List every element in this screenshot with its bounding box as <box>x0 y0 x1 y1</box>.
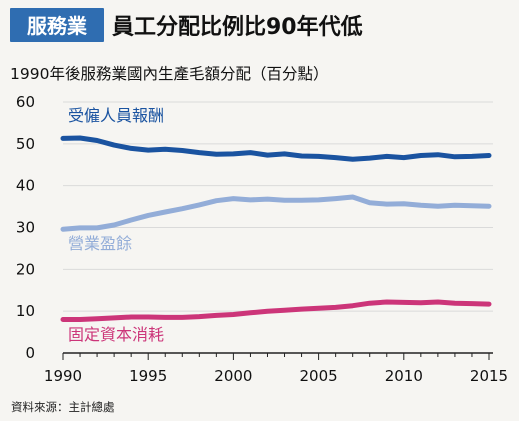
y-tick-label: 30 <box>16 219 35 237</box>
y-tick-label: 10 <box>16 302 35 320</box>
x-tick-label: 1995 <box>129 367 167 385</box>
series-label-2: 營業盈餘 <box>68 234 132 253</box>
y-tick-label: 0 <box>25 344 35 362</box>
chart-subtitle: 1990年後服務業國內生產毛額分配（百分點） <box>10 65 328 83</box>
series-label-3: 固定資本消耗 <box>68 325 164 344</box>
series-line-2 <box>60 194 492 232</box>
series-lines <box>60 135 492 322</box>
x-tick-label: 2000 <box>214 367 252 385</box>
y-tick-label: 20 <box>16 260 35 278</box>
series-label-1: 受僱人員報酬 <box>68 106 164 125</box>
x-tick-label: 2005 <box>300 367 338 385</box>
x-tick-label: 2010 <box>385 367 423 385</box>
badge-label: 服務業 <box>27 14 88 38</box>
source-note: 資料來源：主計總處 <box>11 400 115 414</box>
x-tick-label: 2015 <box>470 367 508 385</box>
series-line-3 <box>60 299 492 322</box>
y-tick-label: 60 <box>16 93 35 111</box>
chart-title: 員工分配比例比90年代低 <box>111 14 363 40</box>
badge-background <box>10 8 104 42</box>
y-tick-label: 40 <box>16 177 35 195</box>
axes: 0 10 20 30 40 50 60 1990 1995 2000 2005 2010 2015 <box>16 93 508 385</box>
x-tick-label: 1990 <box>44 367 82 385</box>
y-tick-label: 50 <box>16 135 35 153</box>
series-line-1 <box>60 135 492 162</box>
